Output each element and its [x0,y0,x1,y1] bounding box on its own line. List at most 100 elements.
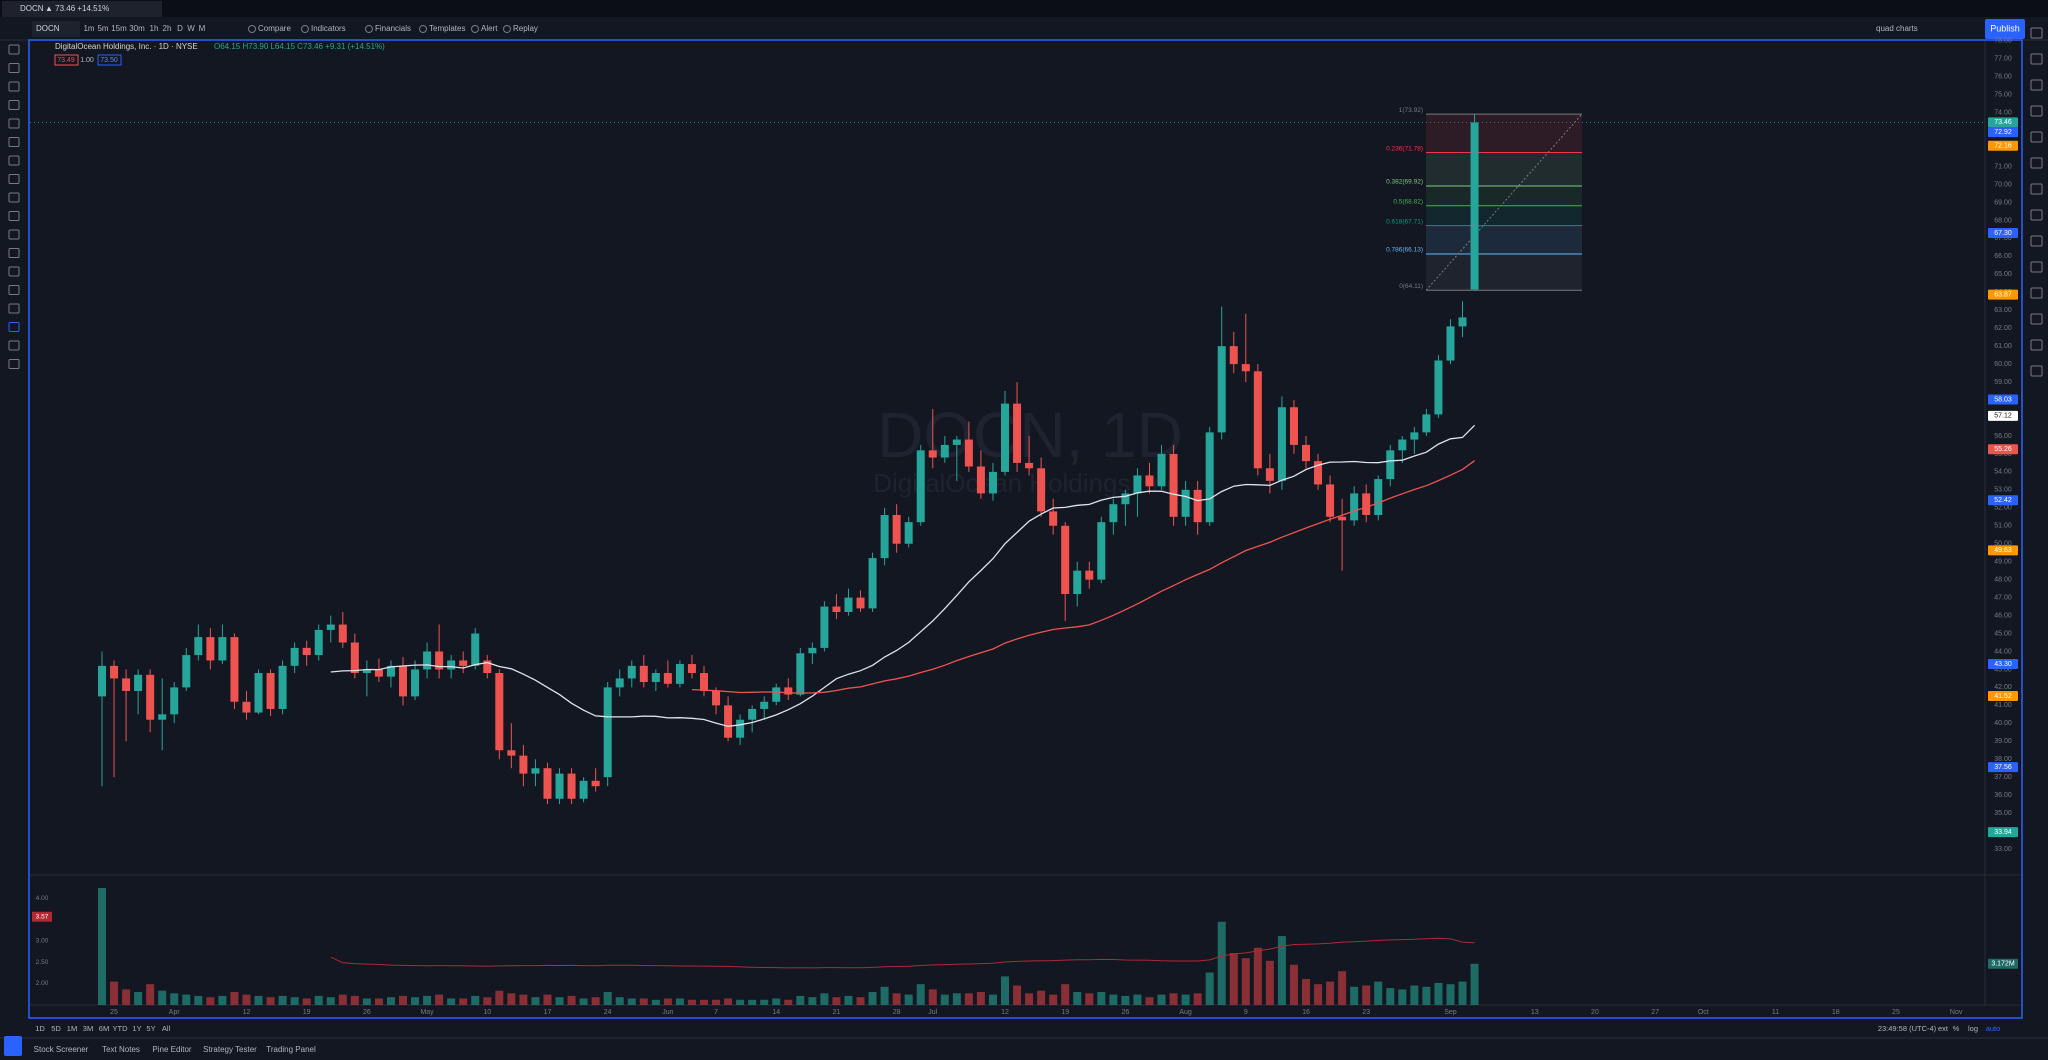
volume-bar [290,997,299,1005]
volume-bar [555,997,564,1005]
sidebar-tool[interactable] [2030,131,2043,143]
panel-tab[interactable]: Trading Panel [266,1045,316,1054]
publish-button[interactable] [1985,19,2025,39]
range-button[interactable]: 1Y [132,1024,141,1033]
drawing-tool[interactable] [8,359,20,369]
drawing-tool[interactable] [8,303,20,314]
toolbar-button[interactable]: Replay [513,24,538,33]
sell-box[interactable] [54,54,79,66]
range-button[interactable]: 1M [67,1024,77,1033]
drawing-tool[interactable] [8,100,20,110]
sidebar-tool[interactable] [2030,313,2043,325]
interval-button[interactable]: 30m [129,24,145,33]
interval-button[interactable]: W [187,24,195,33]
toolbar-button[interactable]: Compare [258,24,291,33]
legend-title: DigitalOcean Holdings, Inc. · 1D · NYSE [55,42,198,51]
volume-bar [519,994,528,1005]
interval-button[interactable]: 1m [83,24,94,33]
volume-bar [1398,989,1407,1005]
symbol-search[interactable] [32,21,80,37]
date-tick-label: 28 [893,1009,901,1016]
toolbar-button[interactable]: Templates [429,24,465,33]
drawing-tool[interactable] [8,81,20,92]
sidebar-tool[interactable] [2030,209,2043,221]
volume-marker [1988,958,2018,969]
sidebar-tool[interactable] [2030,53,2043,65]
range-button[interactable]: All [162,1024,171,1033]
interval-button[interactable]: D [177,24,183,33]
drawing-tool[interactable] [8,285,20,295]
scale-toggle[interactable]: auto [1986,1024,2001,1033]
range-button[interactable]: YTD [113,1024,129,1033]
drawing-tool[interactable] [8,155,20,166]
interval-button[interactable]: 5m [97,24,108,33]
sidebar-tool[interactable] [2030,79,2043,91]
scale-toggle[interactable]: % [1953,1024,1960,1033]
price-tick-label: 62.00 [1994,325,2012,332]
sidebar-tool[interactable] [2030,27,2043,39]
drawing-tool[interactable] [8,44,20,55]
buy-price: 73.50 [100,57,118,64]
interval-button[interactable]: 2h [163,24,172,33]
scale-toggle[interactable]: log [1968,1024,1978,1033]
date-tick-label: Oct [1698,1009,1709,1016]
sidebar-tool[interactable] [2030,365,2043,377]
drawing-tool[interactable] [8,340,20,351]
corner-button[interactable] [4,1036,22,1056]
drawing-tool[interactable] [8,248,20,258]
buy-box[interactable] [97,54,122,66]
volume-bar [314,995,323,1005]
drawing-tool[interactable] [8,174,20,184]
drawing-tool[interactable] [8,137,20,147]
candle-body [447,660,456,670]
ui-layer: 1m 5m 15m 30m 1h 2h D W M Compare Indicators Financ… [4,24,2043,1056]
price-tick-label: 45.00 [1994,630,2012,637]
volume-bar [1289,964,1298,1005]
browser-tab[interactable] [2,1,162,17]
sidebar-tool[interactable] [2030,235,2043,247]
sidebar-tool[interactable] [2030,157,2043,169]
panel-tab[interactable]: Strategy Tester [203,1045,257,1054]
interval-button[interactable]: 15m [111,24,127,33]
interval-button[interactable]: 1h [150,24,159,33]
drawing-tool[interactable] [8,211,20,221]
candle-body [1157,453,1166,487]
sidebar-tool[interactable] [2030,287,2043,299]
drawing-tool[interactable] [8,266,20,277]
toolbar-button[interactable]: Indicators [311,24,346,33]
drawing-tool[interactable] [8,192,20,203]
toolbar-button[interactable]: Financials [375,24,411,33]
price-marker [1988,495,2018,506]
scale-toggle[interactable]: ext [1938,1024,1949,1033]
panel-tab[interactable]: Pine Editor [152,1045,191,1054]
panel-tab[interactable]: Text Notes [102,1045,140,1054]
range-button[interactable]: 5D [51,1024,61,1033]
sidebar-tool[interactable] [2030,105,2043,117]
volume-bar [1241,958,1250,1005]
volume-bar [447,998,456,1005]
volume-bar [627,998,636,1005]
range-button[interactable]: 1D [35,1024,45,1033]
volume-bar [868,992,877,1005]
range-button[interactable]: 5Y [146,1024,155,1033]
drawing-tool[interactable] [8,322,20,332]
range-button[interactable]: 3M [83,1024,93,1033]
drawing-tool[interactable] [8,63,20,73]
sidebar-tool[interactable] [2030,261,2043,273]
toolbar-button[interactable]: Alert [481,24,498,33]
drawing-tool[interactable] [8,118,20,129]
panel-tab[interactable]: Stock Screener [34,1045,89,1054]
volume-bar [880,986,889,1005]
interval-button[interactable]: M [199,24,206,33]
drawing-tool[interactable] [8,229,20,240]
layout-text[interactable]: quad charts [1876,24,1918,33]
sidebar-tool[interactable] [2030,339,2043,351]
date-tick-label: 23 [1362,1009,1370,1016]
price-tick-label: 71.00 [1994,163,2012,170]
candle-body [507,750,516,756]
range-button[interactable]: 6M [99,1024,109,1033]
date-tick-label: May [420,1009,434,1016]
sidebar-tool[interactable] [2030,183,2043,195]
candle-body [194,637,203,656]
osc-marker [32,911,52,922]
